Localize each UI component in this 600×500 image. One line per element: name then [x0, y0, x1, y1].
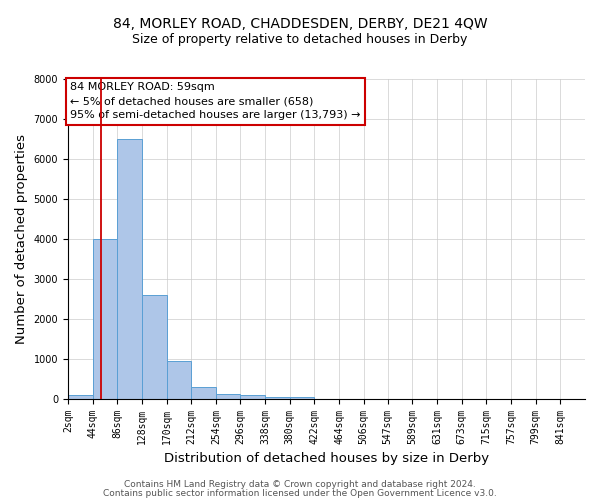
Text: Contains public sector information licensed under the Open Government Licence v3: Contains public sector information licen… [103, 490, 497, 498]
Bar [191, 386, 216, 398]
Bar [167, 360, 191, 399]
Bar [117, 139, 142, 398]
Text: 84, MORLEY ROAD, CHADDESDEN, DERBY, DE21 4QW: 84, MORLEY ROAD, CHADDESDEN, DERBY, DE21… [113, 18, 487, 32]
Y-axis label: Number of detached properties: Number of detached properties [15, 134, 28, 344]
X-axis label: Distribution of detached houses by size in Derby: Distribution of detached houses by size … [164, 452, 489, 465]
Bar [241, 396, 265, 398]
Bar [216, 394, 241, 398]
Bar [92, 239, 117, 398]
Text: 84 MORLEY ROAD: 59sqm
← 5% of detached houses are smaller (658)
95% of semi-deta: 84 MORLEY ROAD: 59sqm ← 5% of detached h… [70, 82, 361, 120]
Bar [290, 396, 314, 398]
Bar [265, 396, 290, 398]
Bar [142, 295, 167, 399]
Text: Size of property relative to detached houses in Derby: Size of property relative to detached ho… [133, 32, 467, 46]
Text: Contains HM Land Registry data © Crown copyright and database right 2024.: Contains HM Land Registry data © Crown c… [124, 480, 476, 489]
Bar [68, 394, 92, 398]
